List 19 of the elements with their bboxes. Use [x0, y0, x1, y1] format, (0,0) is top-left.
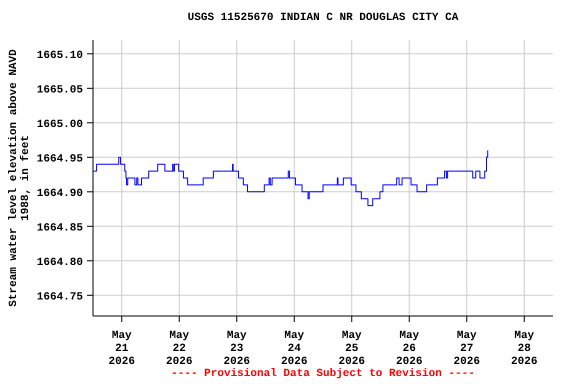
chart-title: USGS 11525670 INDIAN C NR DOUGLAS CITY CA	[186, 12, 460, 24]
x-tick-label: May 24 2026	[281, 330, 308, 368]
x-tick-label: May 21 2026	[108, 330, 135, 368]
y-tick-label: 1664.75	[36, 291, 84, 304]
y-tick-label: 1664.85	[36, 222, 84, 234]
x-tick-label: May 22 2026	[166, 330, 192, 368]
y-tick-label: 1665.05	[36, 84, 84, 96]
y-tick-label: 1665.10	[36, 50, 83, 62]
x-tick-label: May 28 2026	[511, 330, 538, 368]
y-tick-label: 1665.00	[36, 118, 83, 131]
text: ---- Provisional Data Subject to Revision ----	[170, 368, 476, 380]
x-tick-label: May 27 2026	[454, 330, 480, 368]
x-tick-label: May 26 2026	[396, 330, 422, 368]
y-tick-label: 1664.90	[36, 188, 83, 200]
x-tick-label: May 25 2026	[338, 330, 365, 368]
x-tick-label: May 23 2026	[224, 330, 250, 368]
y-tick-label: 1664.80	[36, 256, 83, 269]
y-tick-label: 1664.95	[36, 153, 84, 166]
y-axis-title: Stream water level elevation above NAVD 1988, in feet	[8, 48, 32, 307]
